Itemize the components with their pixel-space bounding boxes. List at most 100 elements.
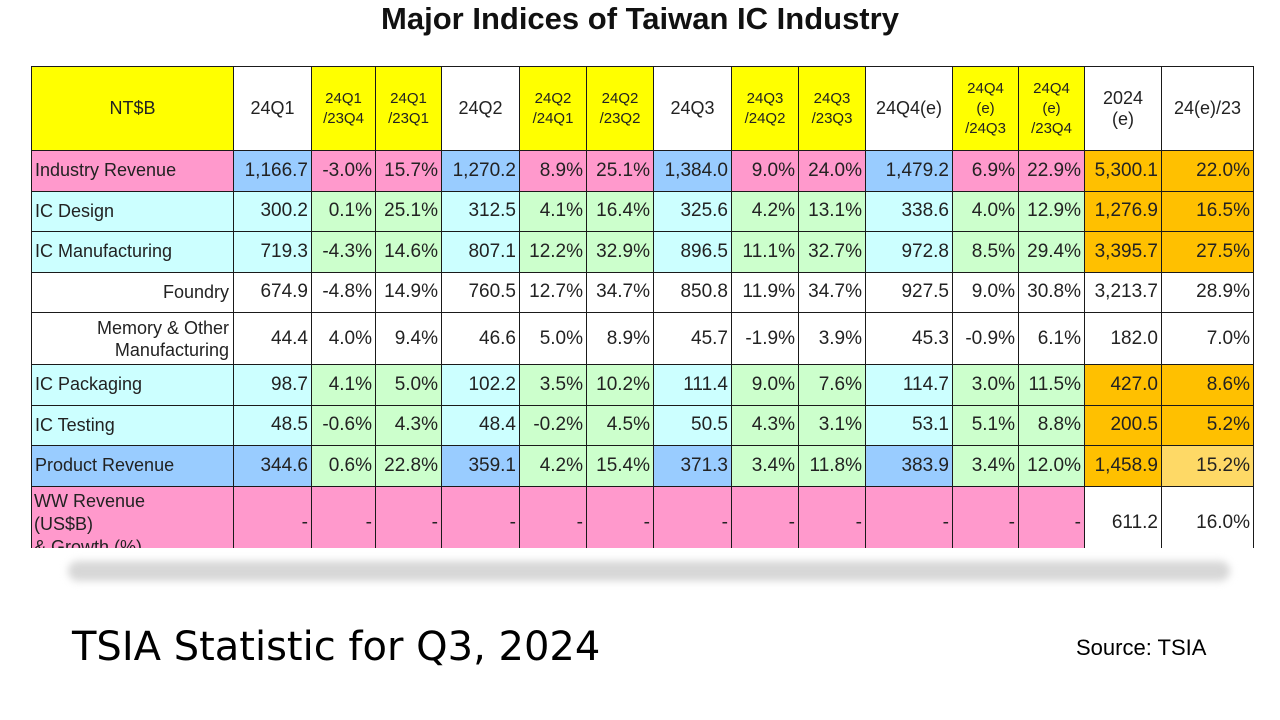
table-cell: 5.1%: [952, 404, 1019, 446]
row-label: WW Revenue (US$B) & Growth (%): [31, 485, 234, 548]
table-cell: 359.1: [441, 445, 520, 487]
table-cell: 4.0%: [311, 312, 376, 365]
table-cell: 32.7%: [798, 231, 866, 273]
table-cell: 11.9%: [731, 271, 799, 313]
column-header: 24Q2/24Q1: [519, 66, 587, 151]
table-cell: 34.7%: [586, 271, 654, 313]
table-cell: 7.0%: [1161, 312, 1254, 365]
table-cell: 27.5%: [1161, 231, 1254, 273]
table-cell: 102.2: [441, 364, 520, 406]
table-cell: 1,479.2: [865, 150, 953, 192]
table-cell: -1.9%: [731, 312, 799, 365]
table-cell: 371.3: [653, 445, 732, 487]
table-cell: -0.6%: [311, 404, 376, 446]
column-header-unit: NT$B: [31, 66, 234, 151]
table-cell: 4.0%: [952, 190, 1019, 232]
table-cell: 9.4%: [375, 312, 442, 365]
table-cell: 4.1%: [519, 190, 587, 232]
table-cell: 13.1%: [798, 190, 866, 232]
table-cell: 25.1%: [586, 150, 654, 192]
table-cell: 972.8: [865, 231, 953, 273]
table-cell: 10.2%: [586, 364, 654, 406]
table-row-ic-packaging: IC Packaging 98.7 4.1% 5.0% 102.2 3.5% 10.2% 11…: [31, 364, 1254, 406]
table-cell: 45.3: [865, 312, 953, 365]
table-header-row: NT$B 24Q1 24Q1/23Q4 24Q1/23Q1 24Q2 24Q2/…: [31, 66, 1254, 151]
table-cell: 22.0%: [1161, 150, 1254, 192]
table-row-foundry: Foundry 674.9 -4.8% 14.9% 760.5 12.7% 34.7% 850…: [31, 271, 1254, 313]
row-label: Product Revenue: [31, 445, 234, 487]
table-cell: 7.6%: [798, 364, 866, 406]
table-cell: 325.6: [653, 190, 732, 232]
table-cell: 30.8%: [1018, 271, 1085, 313]
table-cell: 760.5: [441, 271, 520, 313]
table-cell: 16.0%: [1161, 485, 1254, 548]
table-cell: 15.7%: [375, 150, 442, 192]
table-cell: 850.8: [653, 271, 732, 313]
table-row-memory-other: Memory & Other Manufacturing 44.4 4.0% 9.4% 4…: [31, 312, 1254, 365]
table-cell: -: [731, 485, 799, 548]
table-cell: 1,270.2: [441, 150, 520, 192]
row-label: IC Testing: [31, 404, 234, 446]
table-cell: 0.1%: [311, 190, 376, 232]
table-cell: 383.9: [865, 445, 953, 487]
table-cell: 22.9%: [1018, 150, 1085, 192]
table-cell: 16.5%: [1161, 190, 1254, 232]
table-cell: 312.5: [441, 190, 520, 232]
table-cell: 807.1: [441, 231, 520, 273]
column-header: 24Q4 (e)/23Q4: [1018, 66, 1085, 151]
table-cell: 182.0: [1084, 312, 1162, 365]
table-row-ic-manufacturing: IC Manufacturing 719.3 -4.3% 14.6% 807.1 12.2…: [31, 231, 1254, 273]
table-cell: 25.1%: [375, 190, 442, 232]
table-cell: 6.9%: [952, 150, 1019, 192]
table-cell: -: [1018, 485, 1085, 548]
table-cell: -0.2%: [519, 404, 587, 446]
source-label: Source: TSIA: [1076, 635, 1207, 660]
column-header: 24Q1/23Q4: [311, 66, 376, 151]
table-cell: 9.0%: [952, 271, 1019, 313]
column-header: 24Q2/23Q2: [586, 66, 654, 151]
table-cell: -: [375, 485, 442, 548]
table-cell: 1,384.0: [653, 150, 732, 192]
table-cell: 11.1%: [731, 231, 799, 273]
table-cell: -0.9%: [952, 312, 1019, 365]
table-cell: 8.6%: [1161, 364, 1254, 406]
table-cell: 611.2: [1084, 485, 1162, 548]
table-cell: 4.2%: [519, 445, 587, 487]
table-cell: -: [653, 485, 732, 548]
table-cell: 3.4%: [952, 445, 1019, 487]
table-cell: -: [952, 485, 1019, 548]
table-cell: 5.0%: [519, 312, 587, 365]
indices-table: NT$B 24Q1 24Q1/23Q4 24Q1/23Q1 24Q2 24Q2/…: [31, 66, 1254, 548]
column-header: 24Q3/24Q2: [731, 66, 799, 151]
table-cell: 719.3: [233, 231, 312, 273]
table-cell: 4.2%: [731, 190, 799, 232]
table-cell: 12.9%: [1018, 190, 1085, 232]
row-label: Industry Revenue: [31, 150, 234, 192]
table-cell: -: [441, 485, 520, 548]
table-cell: 48.4: [441, 404, 520, 446]
table-cell: 98.7: [233, 364, 312, 406]
row-label: Foundry: [31, 271, 234, 313]
table-cell: -: [798, 485, 866, 548]
table-cell: 46.6: [441, 312, 520, 365]
table-cell: 15.4%: [586, 445, 654, 487]
indices-table-wrapper: NT$B 24Q1 24Q1/23Q4 24Q1/23Q1 24Q2 24Q2/…: [31, 66, 1257, 548]
table-cell: 14.9%: [375, 271, 442, 313]
table-cell: 11.8%: [798, 445, 866, 487]
table-cell: 427.0: [1084, 364, 1162, 406]
table-row-product-revenue: Product Revenue 344.6 0.6% 22.8% 359.1 4.2% 15…: [31, 445, 1254, 487]
table-cell: 45.7: [653, 312, 732, 365]
table-cell: 9.0%: [731, 364, 799, 406]
table-cell: 344.6: [233, 445, 312, 487]
table-cell: 8.9%: [519, 150, 587, 192]
table-cell: 5.2%: [1161, 404, 1254, 446]
table-row-ic-design: IC Design 300.2 0.1% 25.1% 312.5 4.1% 16.4% 325…: [31, 190, 1254, 232]
table-cell: 1,276.9: [1084, 190, 1162, 232]
table-cell: 32.9%: [586, 231, 654, 273]
table-cell: 1,166.7: [233, 150, 312, 192]
table-cell: -: [865, 485, 953, 548]
table-cell: -4.8%: [311, 271, 376, 313]
table-cell: 48.5: [233, 404, 312, 446]
column-header: 24Q1: [233, 66, 312, 151]
table-cell: 22.8%: [375, 445, 442, 487]
